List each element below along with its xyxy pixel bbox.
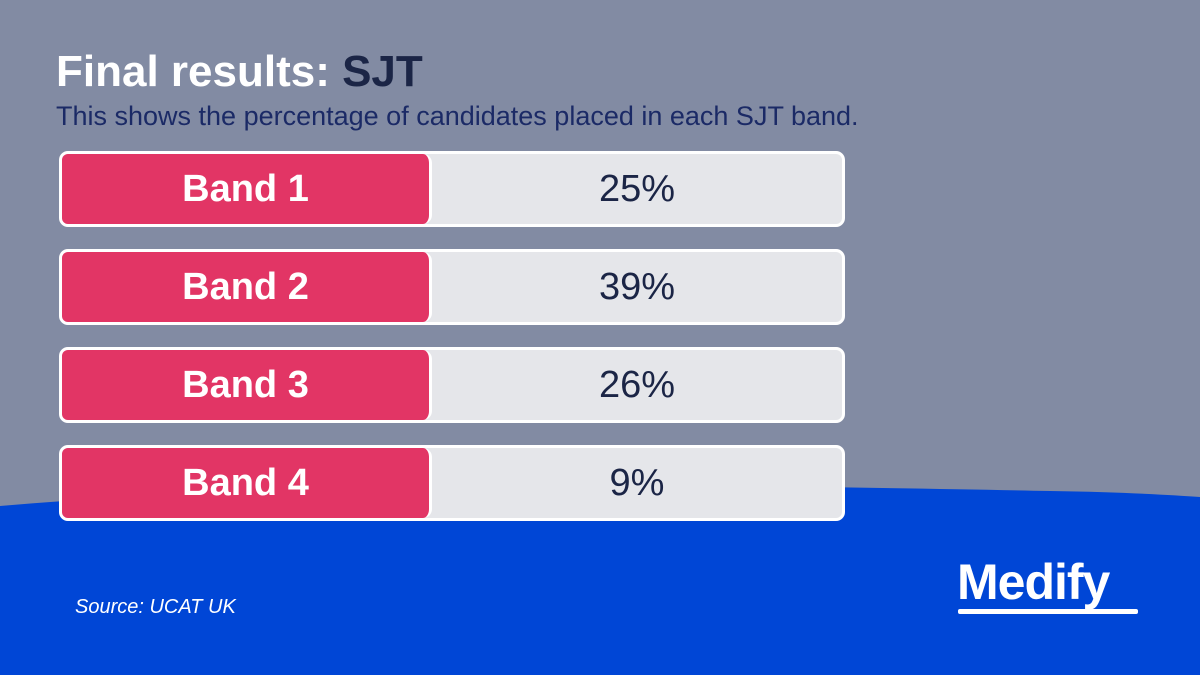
page-title: Final results: SJT (56, 44, 423, 100)
logo-underline (958, 609, 1138, 614)
source-note: Source: UCAT UK (75, 596, 236, 618)
band-label: Band 4 (62, 448, 432, 518)
band-percentage: 39% (598, 265, 676, 308)
title-prefix: Final results: (56, 47, 330, 96)
band-row: Band 2 39% (59, 249, 845, 325)
medify-logo: Medify (957, 554, 1110, 610)
band-row: Band 4 9% (59, 445, 845, 521)
band-percentage: 9% (609, 461, 665, 504)
page-subtitle: This shows the percentage of candidates … (56, 101, 859, 131)
band-percentage: 26% (598, 363, 676, 406)
band-label: Band 1 (62, 154, 432, 224)
band-row: Band 3 26% (59, 347, 845, 423)
band-label: Band 3 (62, 350, 432, 420)
band-label: Band 2 (62, 252, 432, 322)
title-highlight: SJT (342, 47, 423, 96)
band-percentage: 25% (598, 167, 676, 210)
band-row: Band 1 25% (59, 151, 845, 227)
